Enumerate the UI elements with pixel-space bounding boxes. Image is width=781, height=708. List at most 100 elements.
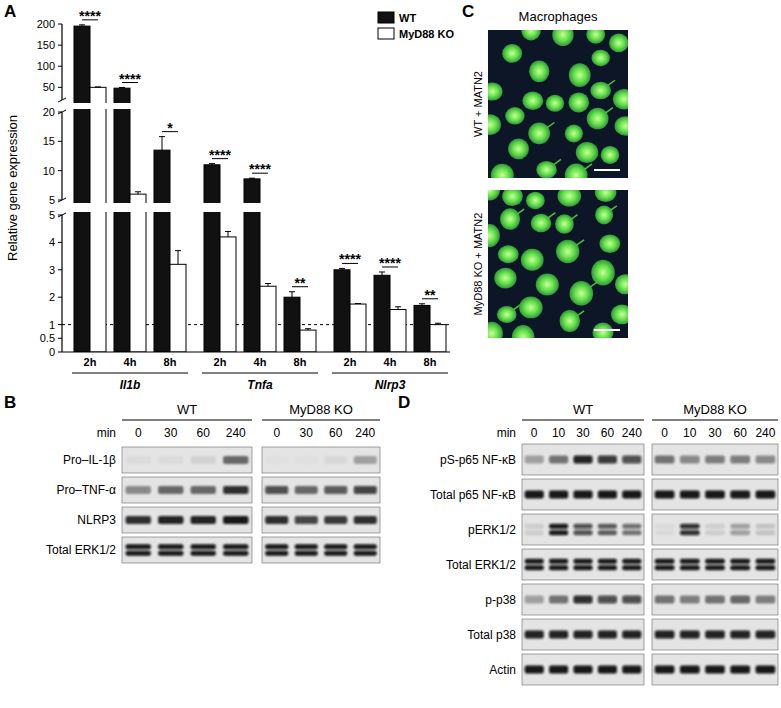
band — [730, 491, 750, 499]
error-bar — [265, 284, 271, 287]
band — [158, 516, 183, 524]
axis-break-gap — [63, 203, 451, 212]
error-cap — [289, 291, 295, 292]
axis-break-mark — [58, 213, 66, 217]
x-tick-label: 2h — [344, 356, 357, 368]
band — [622, 631, 641, 639]
cell-process — [578, 190, 586, 191]
bar — [284, 297, 300, 352]
micrograph-title: Macrophages — [519, 9, 598, 24]
band-stripe — [680, 596, 700, 604]
band — [655, 524, 675, 536]
micrograph — [479, 180, 640, 350]
time-point-label: 240 — [226, 426, 246, 440]
band-stripe — [573, 596, 592, 604]
x-tick-label: 4h — [384, 356, 397, 368]
band-stripe — [525, 530, 544, 535]
bar — [90, 87, 106, 352]
band-stripe — [705, 559, 725, 564]
band-stripe — [622, 666, 641, 674]
band — [705, 524, 725, 536]
band — [295, 486, 318, 494]
bar — [430, 325, 446, 352]
band — [598, 524, 617, 536]
band-stripe — [126, 544, 151, 549]
band — [598, 596, 617, 604]
band — [730, 666, 750, 674]
group-underline — [332, 373, 448, 374]
band — [680, 666, 700, 674]
band — [680, 559, 700, 571]
x-tick-label: 4h — [124, 356, 137, 368]
significance-label: **** — [249, 161, 271, 177]
cell — [615, 116, 628, 135]
band-stripe — [265, 551, 288, 556]
time-point-label: 60 — [734, 426, 748, 440]
band — [525, 456, 544, 464]
band-stripe — [525, 631, 544, 639]
panel-label: A — [4, 2, 16, 21]
band — [756, 456, 776, 464]
error-cap — [355, 303, 361, 304]
header-rule — [522, 420, 644, 421]
band — [525, 559, 544, 571]
band-stripe — [622, 456, 641, 464]
band — [622, 596, 641, 604]
cell — [568, 92, 589, 112]
band — [549, 631, 568, 639]
error-cap — [435, 323, 441, 324]
cell-process — [548, 213, 555, 218]
band — [705, 631, 725, 639]
cell — [587, 108, 609, 130]
cell — [519, 297, 542, 319]
cell — [601, 146, 620, 164]
band — [324, 456, 347, 464]
band-stripe — [655, 524, 675, 529]
y-tick — [58, 297, 62, 298]
band-stripe — [158, 544, 183, 549]
band — [354, 456, 377, 464]
band-stripe — [730, 559, 750, 564]
error-cap — [159, 136, 165, 137]
cell — [500, 208, 520, 230]
image-background — [488, 30, 628, 178]
band — [756, 666, 776, 674]
cell-process — [554, 159, 561, 164]
cell — [497, 306, 517, 323]
cell — [494, 268, 516, 289]
blot-strip — [522, 514, 644, 545]
y-tick — [58, 45, 62, 46]
time-point-label: 10 — [683, 426, 697, 440]
band — [354, 486, 377, 494]
band-stripe — [549, 530, 568, 535]
error-cap — [225, 231, 231, 232]
band-stripe — [598, 666, 617, 674]
cell — [591, 260, 615, 286]
band-stripe — [598, 565, 617, 570]
group-label: Tnfa — [247, 378, 273, 392]
band — [126, 516, 151, 524]
blot-strip — [522, 479, 644, 510]
blot-row-label: Total ERK1/2 — [46, 543, 116, 557]
blot-strip — [652, 654, 778, 685]
band-stripe — [622, 631, 641, 639]
band — [324, 486, 347, 494]
cell — [613, 89, 628, 109]
band — [295, 516, 318, 524]
band-stripe — [549, 631, 568, 639]
y-axis-segment — [61, 215, 62, 352]
cell — [586, 30, 605, 44]
band-stripe — [598, 491, 617, 499]
band-stripe — [573, 530, 592, 535]
band-stripe — [549, 559, 568, 564]
band — [655, 491, 675, 499]
error-bar — [119, 87, 125, 89]
band — [354, 516, 377, 524]
band — [126, 486, 151, 494]
blot-row-label: Pro–IL-1β — [63, 453, 116, 467]
band — [730, 456, 750, 464]
band-stripe — [295, 456, 318, 464]
cell — [590, 82, 611, 100]
band-stripe — [549, 666, 568, 674]
header-rule — [262, 420, 380, 421]
